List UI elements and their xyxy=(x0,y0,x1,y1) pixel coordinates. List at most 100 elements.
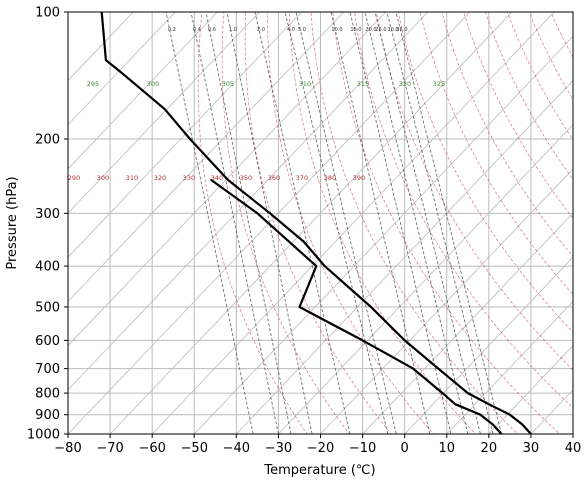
moist-adiabat-label: 325 xyxy=(433,80,445,88)
dry-adiabat-label: 320 xyxy=(154,174,166,182)
mixing-ratio-line xyxy=(254,12,351,434)
skewed-isotherm xyxy=(109,12,513,434)
dry-adiabat xyxy=(419,12,573,295)
skewed-isotherm xyxy=(151,12,555,434)
mixing-ratio-line xyxy=(295,12,397,434)
mixing-ratio-line xyxy=(364,12,469,434)
profile-point-1 xyxy=(437,367,440,370)
mixing-ratio-label: 15.0 xyxy=(350,27,361,33)
skewed-isotherm xyxy=(68,12,429,391)
y-tick-label: 800 xyxy=(35,387,60,402)
profile-point-1 xyxy=(323,265,326,267)
mixing-ratio-label: 25.0 xyxy=(375,27,386,33)
profile-point-1 xyxy=(121,72,124,75)
dry-adiabat-label: 370 xyxy=(296,174,308,182)
profile-point-2 xyxy=(210,179,212,181)
skewed-isotherm xyxy=(68,12,260,214)
y-tick-label: 500 xyxy=(35,300,60,315)
x-tick-label: −80 xyxy=(54,441,81,456)
skewed-isotherm xyxy=(446,300,573,434)
skewed-isotherm xyxy=(488,345,573,434)
mixing-ratio-line xyxy=(205,12,292,434)
profile-point-1 xyxy=(466,392,469,394)
mixing-ratio-label: 0.6 xyxy=(208,27,216,33)
profile-point-1 xyxy=(403,339,406,342)
profile-point-2 xyxy=(412,367,414,370)
profile-point-1 xyxy=(488,403,490,406)
skewed-isotherm xyxy=(68,12,302,258)
dry-adiabat xyxy=(288,12,477,434)
dry-adiabat xyxy=(376,12,573,371)
dry-adiabat-label: 390 xyxy=(353,174,365,182)
x-tick-label: −10 xyxy=(349,441,376,456)
mixing-ratio-line xyxy=(386,12,494,434)
x-tick-label: 40 xyxy=(565,441,582,456)
profile-line-1 xyxy=(100,12,532,434)
dry-adiabat-label: 290 xyxy=(68,174,80,182)
mixing-ratio-line xyxy=(190,12,279,434)
profile-point-1 xyxy=(302,240,305,243)
profile-point-2 xyxy=(256,212,259,215)
skewed-isotherm xyxy=(68,12,387,347)
profile-point-1 xyxy=(163,108,166,111)
x-tick-label: −60 xyxy=(138,441,165,456)
profile-point-2 xyxy=(492,423,494,426)
moist-adiabat-label: 305 xyxy=(222,80,234,88)
mixing-ratio-label: 10.0 xyxy=(331,27,342,33)
x-axis-title: Temperature (℃) xyxy=(263,463,375,478)
profile-point-2 xyxy=(298,306,301,308)
background-lines xyxy=(68,12,573,434)
dry-adiabat xyxy=(332,12,561,434)
skewed-isotherm xyxy=(362,212,573,434)
x-axis: −80 −70 −60 −50 −40 −30 −20 −10 0 10 20 30 40 xyxy=(54,434,581,456)
skewed-isotherm xyxy=(530,389,573,434)
skewed-isotherm xyxy=(193,35,573,434)
y-tick-label: 200 xyxy=(35,133,60,148)
skewed-isotherm xyxy=(68,12,176,126)
mixing-ratio-label: 0.2 xyxy=(168,27,176,33)
dry-adiabat xyxy=(310,12,519,434)
profile-point-2 xyxy=(479,413,482,416)
mixing-ratio-label: 20.0 xyxy=(365,27,376,33)
mixing-ratio-line xyxy=(374,12,481,434)
profile-point-2 xyxy=(454,403,456,406)
x-tick-label: −40 xyxy=(223,441,250,456)
profile-point-2 xyxy=(441,392,444,394)
moist-adiabat-label: 295 xyxy=(87,80,99,88)
y-axis: 100 200 300 400 500 600 700 800 900 1000 xyxy=(27,6,68,443)
x-tick-label: 20 xyxy=(481,441,498,456)
profile-point-1 xyxy=(269,212,271,215)
profile-point-1 xyxy=(509,413,511,416)
x-tick-label: −50 xyxy=(181,441,208,456)
dry-adiabat xyxy=(221,12,350,434)
moist-adiabat-label: 320 xyxy=(399,80,411,88)
line-labels: 0.2 0.4 0.6 1.0 2.0 4.0 5.0 10.0 15.0 20.025.0 30.… xyxy=(68,27,445,182)
skewed-isotherm xyxy=(236,79,573,434)
dry-adiabat xyxy=(197,12,308,434)
moist-adiabat-label: 310 xyxy=(299,80,311,88)
profile-point-1 xyxy=(105,59,107,61)
mixing-ratio-label: 1.0 xyxy=(229,27,237,33)
dry-adiabat-label: 350 xyxy=(240,174,252,182)
profiles xyxy=(100,12,532,434)
profile-point-2 xyxy=(361,339,364,342)
mixing-ratio-line xyxy=(330,12,431,434)
mixing-ratio-label: 5.0 xyxy=(298,27,306,33)
dry-adiabat-label: 310 xyxy=(126,174,138,182)
skewed-isotherm xyxy=(320,168,573,434)
mixing-ratio-label: 30.0 xyxy=(387,27,398,33)
skewed-isotherm xyxy=(404,256,573,434)
dry-adiabat xyxy=(244,12,392,434)
skewed-isotherm xyxy=(68,12,218,170)
profile-point-1 xyxy=(227,179,229,181)
x-tick-label: 30 xyxy=(523,441,540,456)
profile-point-1 xyxy=(370,306,372,308)
profile-point-1 xyxy=(521,423,524,426)
dry-adiabat-label: 340 xyxy=(211,174,223,182)
x-tick-label: 10 xyxy=(438,441,455,456)
skewed-isotherm xyxy=(572,433,573,434)
profile-point-1 xyxy=(189,138,191,140)
x-tick-label: −70 xyxy=(96,441,123,456)
dry-adiabat-label: 330 xyxy=(183,174,195,182)
